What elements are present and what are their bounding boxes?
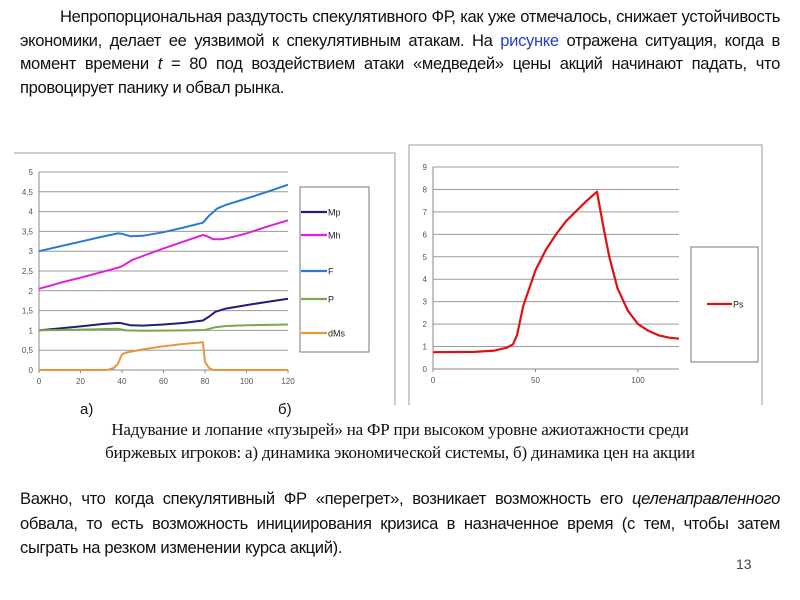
legend-label-f: F [328,267,334,277]
x-tick-label: 60 [159,377,168,386]
conclusion-text-2: обвала, то есть возможность инициировани… [20,513,780,558]
series-line-mh [38,219,289,290]
y-tick-label: 8 [423,185,428,194]
y-tick-label: 3,5 [22,227,34,236]
label-b: б) [278,401,292,418]
x-tick-label: 50 [531,376,540,385]
series-line-f [38,183,289,253]
legend-label-dms: dMs [328,329,346,339]
legend-label-ps: Ps [733,300,744,310]
chart-stock-prices: 0 1 2 3 4 5 6 7 8 9 0 50 100 Ps [408,144,763,405]
y-tick-label: 5 [29,168,34,177]
y-tick-label: 9 [423,163,428,172]
intro-text-2: отражена ситуация, когда в момент времен… [20,30,780,74]
caption-line-2: биржевых игроков: а) динамика экономичес… [105,442,695,462]
series-line-ps [432,190,680,354]
intro-text-3: = 80 под воздействием атаки «медведей» ц… [20,54,780,98]
y-tick-label: 1,5 [22,307,34,316]
y-tick-label: 5 [423,253,428,262]
chart-frame [14,152,396,405]
y-tick-label: 6 [423,230,428,239]
series-line-mp [38,297,289,332]
figure-link[interactable]: рисунке [500,30,559,50]
conclusion-paragraph: Важно, что когда спекулятивный ФР «перег… [20,487,780,561]
legend-label-mh: Mh [328,231,341,241]
y-tick-label: 1 [29,326,34,335]
conclusion-text-1: Важно, что когда спекулятивный ФР «перег… [20,489,633,508]
y-tick-label: 1 [423,343,428,352]
y-tick-label: 3 [29,247,34,256]
conclusion-emphasis: целенаправленного [632,489,780,508]
intro-paragraph: Непропорциональная раздутость спекулятив… [20,5,780,100]
chart-frame [408,144,763,405]
label-a: а) [80,401,94,418]
x-tick-label: 20 [76,377,85,386]
chart-economic-system: 0 0,5 1 1,5 2 2,5 3 3,5 4 4,5 5 0 20 40 60 80 100 120 Mp Mh… [14,152,396,405]
x-tick-label: 100 [631,376,645,385]
page-number: 13 [736,556,752,572]
time-variable: t [157,54,163,74]
x-tick-label: 100 [240,377,254,386]
y-tick-label: 4 [29,208,34,217]
y-tick-label: 0,5 [22,346,34,355]
series-line-dms [39,341,288,371]
y-tick-label: 7 [423,208,428,217]
x-tick-label: 0 [37,377,42,386]
x-tick-label: 80 [201,377,210,386]
y-tick-label: 0 [423,365,428,374]
series-line-p [38,323,289,332]
y-tick-label: 4,5 [22,188,34,197]
legend-box [299,186,370,353]
y-tick-label: 0 [29,366,34,375]
y-tick-label: 3 [423,298,428,307]
y-tick-label: 4 [423,275,428,284]
caption-line-1: Надувание и лопание «пузырей» на ФР при … [111,420,689,439]
x-tick-label: 40 [118,377,127,386]
y-tick-label: 2,5 [22,267,34,276]
legend-label-p: P [328,295,334,305]
x-tick-label: 0 [431,376,436,385]
legend-label-mp: Mp [328,208,341,218]
figure-caption: Надувание и лопание «пузырей» на ФР при … [20,419,780,464]
y-tick-label: 2 [423,320,428,329]
x-tick-label: 120 [281,377,295,386]
intro-text-1: Непропорциональная раздутость спекулятив… [20,7,780,50]
y-tick-label: 2 [29,287,34,296]
